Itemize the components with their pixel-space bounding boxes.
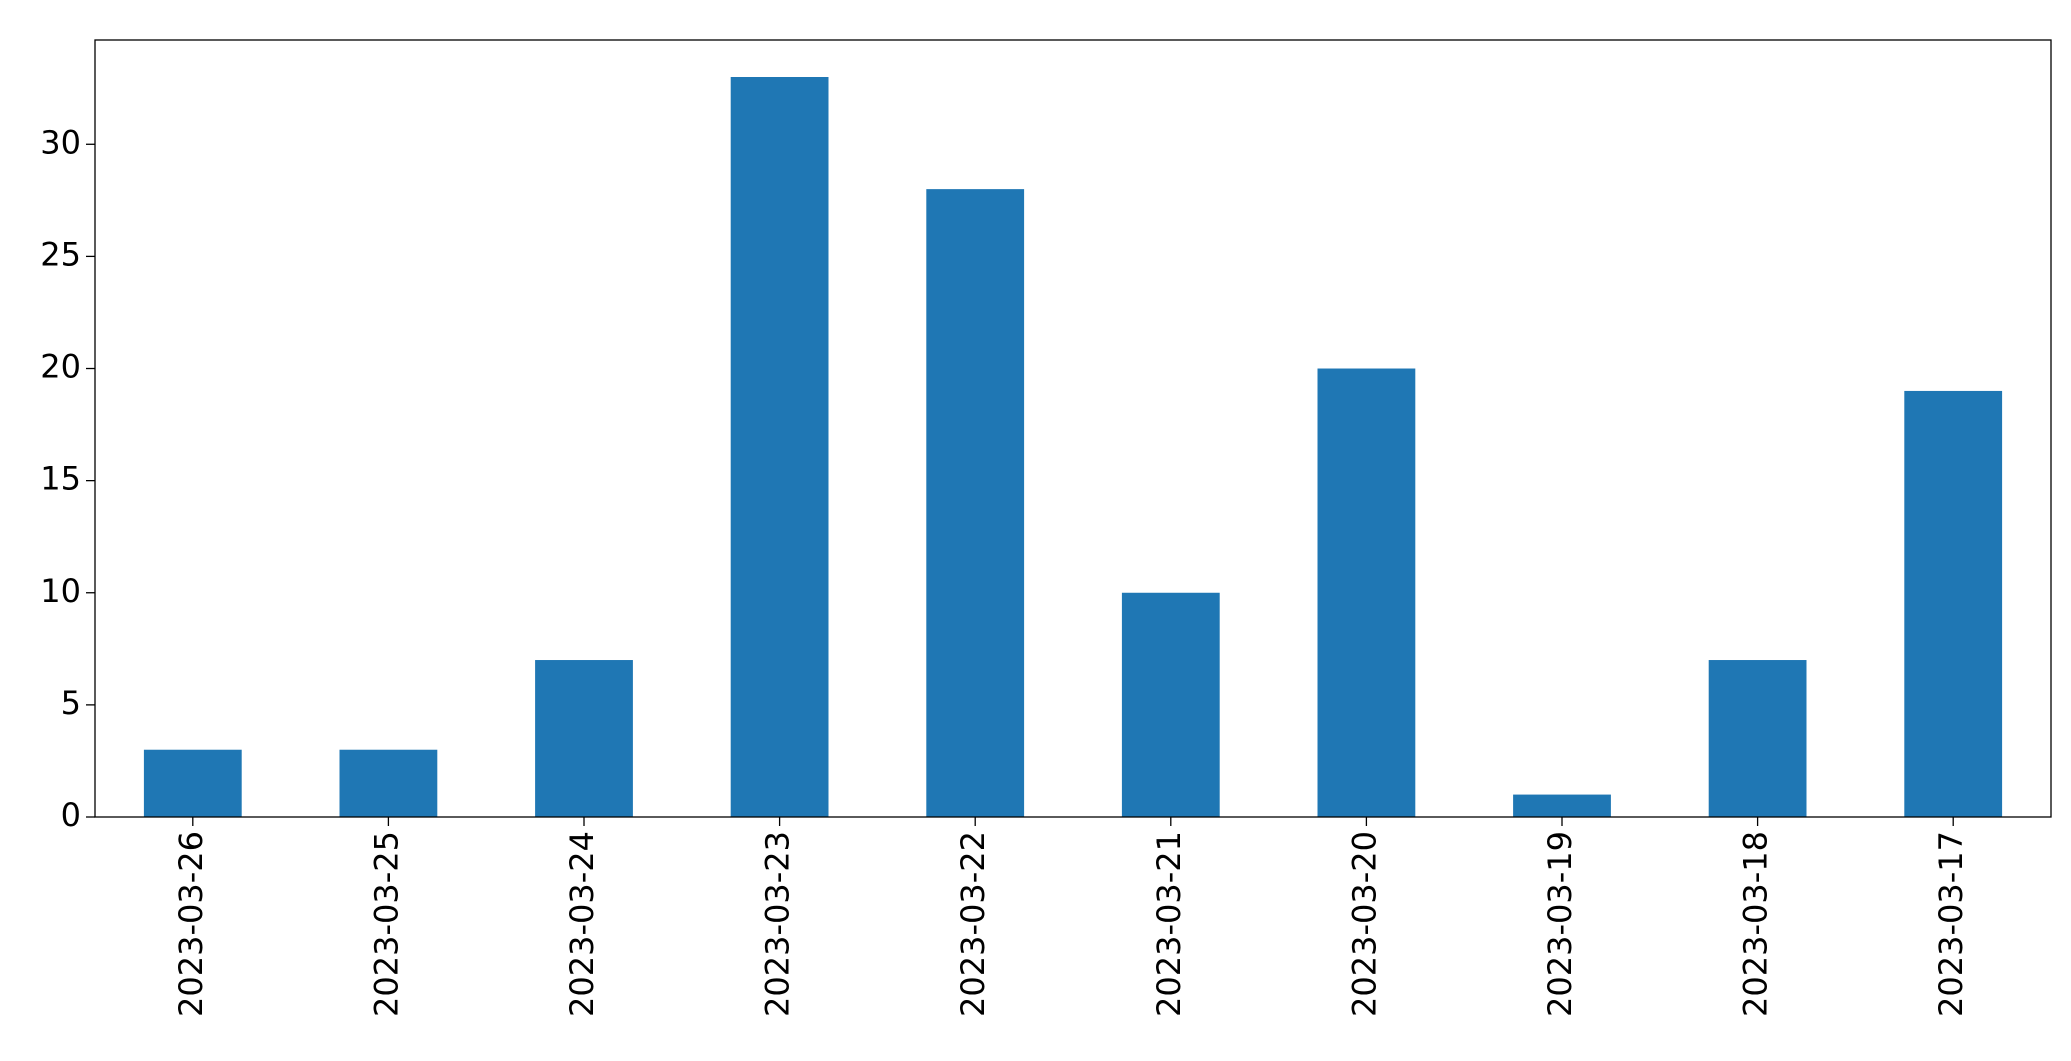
x-tick-label: 2023-03-24 [563,831,601,1017]
bar [1513,794,1611,817]
y-tick-label: 30 [40,123,81,161]
y-tick-label: 5 [61,684,81,722]
x-tick-label: 2023-03-21 [1150,831,1188,1017]
y-tick-label: 15 [40,460,81,498]
x-tick-label: 2023-03-20 [1345,831,1383,1017]
x-tick-label: 2023-03-19 [1541,831,1579,1017]
x-tick-label: 2023-03-18 [1737,831,1775,1017]
x-tick-label: 2023-03-17 [1932,831,1970,1017]
bar [1317,368,1416,817]
x-tick-label: 2023-03-25 [367,831,405,1017]
y-tick-label: 20 [40,348,81,386]
y-tick-label: 25 [40,235,81,273]
bar [535,660,633,817]
y-tick-label: 0 [61,796,81,834]
y-tick-label: 10 [40,572,81,610]
bar [339,749,438,817]
bar [1708,660,1807,817]
bar [1904,390,2003,817]
x-tick-label: 2023-03-26 [172,831,210,1017]
bar [730,77,829,817]
bar [1121,592,1220,817]
x-tick-label: 2023-03-23 [759,831,797,1017]
plot-frame [94,39,2052,818]
bar [926,189,1025,817]
bar [143,749,242,817]
x-tick-label: 2023-03-22 [954,831,992,1017]
